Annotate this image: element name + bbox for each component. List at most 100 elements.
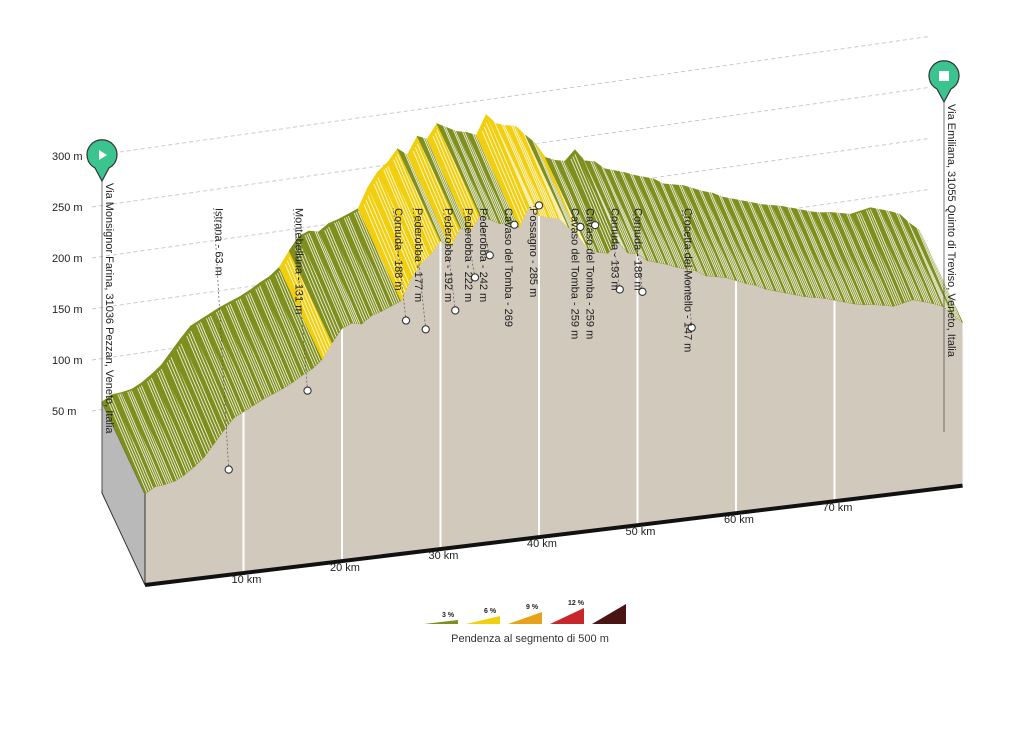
profile-stripe — [119, 393, 160, 486]
profile-stripe — [700, 189, 741, 282]
waypoint-marker — [615, 285, 624, 294]
profile-stripe — [109, 398, 150, 492]
profile-stripe — [107, 400, 148, 493]
legend: 3 % 6 % 9 % 12 % — [424, 600, 626, 624]
profile-stripe — [818, 211, 859, 305]
y-tick-label: 50 m — [52, 406, 76, 418]
profile-stripe — [117, 394, 158, 487]
profile-stripe — [385, 167, 426, 261]
profile-stripe — [267, 280, 307, 373]
profile-stripe — [639, 175, 680, 268]
x-tick-label: 20 km — [330, 562, 360, 574]
waypoint-marker — [303, 386, 312, 395]
profile-stripe — [789, 206, 830, 300]
profile-stripe — [306, 234, 347, 327]
waypoint-marker — [470, 273, 480, 282]
legend-swatch — [466, 616, 500, 624]
finish-marker-pin — [928, 60, 960, 104]
profile-top-surface — [101, 113, 964, 495]
profile-stripe — [866, 210, 906, 303]
profile-stripe — [146, 381, 187, 474]
legend-label: 12 % — [568, 600, 585, 607]
profile-stripe — [365, 199, 406, 293]
profile-stripe — [215, 311, 256, 405]
profile-stripe — [190, 330, 231, 424]
waypoint-label: Cavaso del Tomba - 269 — [502, 208, 514, 327]
profile-stripe — [357, 210, 398, 304]
waypoint-leader — [681, 207, 693, 328]
waypoint-marker — [687, 323, 696, 332]
waypoint-label: Cornuda - 188 m — [631, 208, 643, 291]
profile-stripe — [239, 298, 280, 391]
x-tick-label: 70 km — [823, 502, 853, 514]
profile-stripe — [826, 212, 867, 305]
profile-stripe — [533, 138, 573, 231]
profile-stripe — [225, 305, 266, 399]
x-tick-label: 40 km — [527, 538, 557, 550]
profile-stripe — [757, 202, 798, 296]
profile-stripe — [830, 212, 871, 305]
profile-stripe — [737, 199, 778, 292]
waypoint-marker — [534, 201, 544, 210]
profile-stripe — [877, 208, 918, 301]
profile-stripe — [416, 143, 457, 236]
profile-stripe — [846, 213, 887, 306]
profile-stripe — [710, 191, 751, 285]
profile-stripe — [619, 170, 660, 264]
profile-stripe — [452, 128, 493, 221]
profile-stripe — [363, 204, 404, 297]
profile-stripe — [284, 263, 325, 357]
profile-stripe — [574, 154, 615, 247]
profile-stripe — [511, 125, 552, 218]
profile-stripe — [347, 215, 388, 309]
profile-stripe — [503, 124, 544, 217]
profile-stripe — [298, 241, 339, 335]
profile-stripe — [170, 357, 211, 450]
profile-stripe — [127, 391, 168, 485]
profile-stripe — [919, 227, 960, 320]
profile-stripe — [393, 159, 434, 252]
profile-stripe — [444, 125, 485, 218]
profile-stripe — [669, 183, 709, 277]
waypoint-marker — [590, 220, 600, 230]
profile-stripe — [176, 348, 217, 442]
profile-stripe — [308, 232, 349, 326]
profile-stripe — [828, 212, 869, 305]
profile-stripe — [680, 184, 721, 278]
profile-stripe — [728, 197, 768, 290]
profile-stripe — [462, 131, 502, 224]
profile-stripe — [334, 222, 374, 315]
profile-stripe — [245, 295, 286, 388]
waypoint-label: Montebelluna - 131 m — [293, 208, 305, 314]
profile-stripe — [592, 160, 633, 254]
profile-stripe — [139, 386, 179, 479]
x-tick-label: 10 km — [232, 574, 262, 586]
profile-stripe — [314, 231, 355, 324]
profile-stripe — [580, 151, 621, 245]
profile-stripe — [485, 122, 526, 216]
profile-stripe — [148, 379, 189, 472]
profile-stripe — [269, 278, 309, 372]
profile-stripe — [412, 150, 453, 244]
profile-stripe — [560, 160, 601, 253]
legend-label: 9 % — [526, 604, 539, 611]
profile-stripe — [166, 362, 207, 455]
profile-stripe — [481, 130, 522, 224]
profile-stripe — [670, 184, 711, 277]
profile-stripe — [708, 191, 749, 284]
finish-marker: Via Emiliana, 31055 Quinto di Treviso, V… — [928, 60, 960, 432]
legend-label: 3 % — [442, 612, 455, 619]
profile-stripe — [659, 179, 699, 273]
profile-stripe — [690, 186, 731, 279]
waypoint-leader — [412, 207, 427, 330]
profile-stripe — [405, 151, 445, 244]
x-tick-label: 30 km — [429, 550, 459, 562]
profile-stripe — [377, 177, 418, 271]
profile-stripe — [840, 212, 881, 306]
profile-stripe — [316, 231, 357, 324]
profile-stripe — [369, 191, 410, 284]
profile-stripe — [917, 225, 958, 319]
waypoint-label: Crocetta del Montello - 147 m — [681, 208, 693, 352]
profile-stripe — [590, 160, 631, 254]
profile-stripe — [869, 208, 910, 302]
